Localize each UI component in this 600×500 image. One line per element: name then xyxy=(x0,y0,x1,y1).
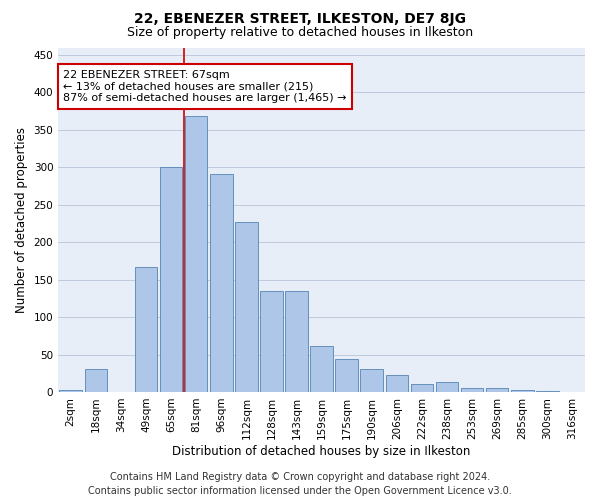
Bar xyxy=(410,384,433,392)
Bar xyxy=(386,374,408,392)
Bar xyxy=(235,222,257,392)
Bar xyxy=(210,174,233,392)
Bar xyxy=(160,168,182,392)
Bar xyxy=(134,267,157,392)
Bar xyxy=(486,388,508,392)
Bar xyxy=(335,359,358,392)
Y-axis label: Number of detached properties: Number of detached properties xyxy=(15,126,28,312)
Bar xyxy=(436,382,458,392)
Text: Size of property relative to detached houses in Ilkeston: Size of property relative to detached ho… xyxy=(127,26,473,39)
Bar xyxy=(511,390,533,392)
Bar xyxy=(85,370,107,392)
Bar xyxy=(185,116,208,392)
Bar xyxy=(310,346,333,392)
Bar xyxy=(536,391,559,392)
Text: 22 EBENEZER STREET: 67sqm
← 13% of detached houses are smaller (215)
87% of semi: 22 EBENEZER STREET: 67sqm ← 13% of detac… xyxy=(64,70,347,103)
Bar xyxy=(361,370,383,392)
Bar xyxy=(461,388,484,392)
Bar xyxy=(285,291,308,392)
X-axis label: Distribution of detached houses by size in Ilkeston: Distribution of detached houses by size … xyxy=(172,444,471,458)
Bar xyxy=(260,291,283,392)
Bar xyxy=(59,390,82,392)
Text: 22, EBENEZER STREET, ILKESTON, DE7 8JG: 22, EBENEZER STREET, ILKESTON, DE7 8JG xyxy=(134,12,466,26)
Text: Contains HM Land Registry data © Crown copyright and database right 2024.
Contai: Contains HM Land Registry data © Crown c… xyxy=(88,472,512,496)
